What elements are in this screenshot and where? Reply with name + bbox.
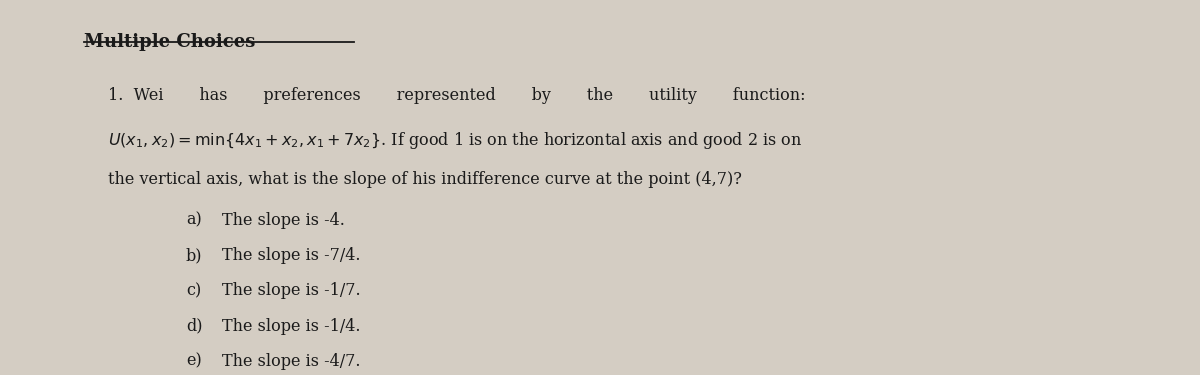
Text: a): a) [186,211,202,229]
Text: The slope is -1/7.: The slope is -1/7. [222,282,361,299]
Text: Multiple Choices: Multiple Choices [84,33,256,51]
Text: e): e) [186,353,202,370]
Text: The slope is -4.: The slope is -4. [222,211,344,229]
Text: The slope is -7/4.: The slope is -7/4. [222,247,360,264]
Text: The slope is -4/7.: The slope is -4/7. [222,353,360,370]
Text: d): d) [186,318,203,334]
Text: the vertical axis, what is the slope of his indifference curve at the point (4,7: the vertical axis, what is the slope of … [108,171,742,188]
Text: The slope is -1/4.: The slope is -1/4. [222,318,360,334]
Text: $U(x_1,x_2)=\min\{4x_1+x_2,x_1+7x_2\}$. If good 1 is on the horizontal axis and : $U(x_1,x_2)=\min\{4x_1+x_2,x_1+7x_2\}$. … [108,130,803,151]
Text: 1.  Wei       has       preferences       represented       by       the       u: 1. Wei has preferences represented by th… [108,87,805,104]
Text: b): b) [186,247,203,264]
Text: c): c) [186,282,202,299]
